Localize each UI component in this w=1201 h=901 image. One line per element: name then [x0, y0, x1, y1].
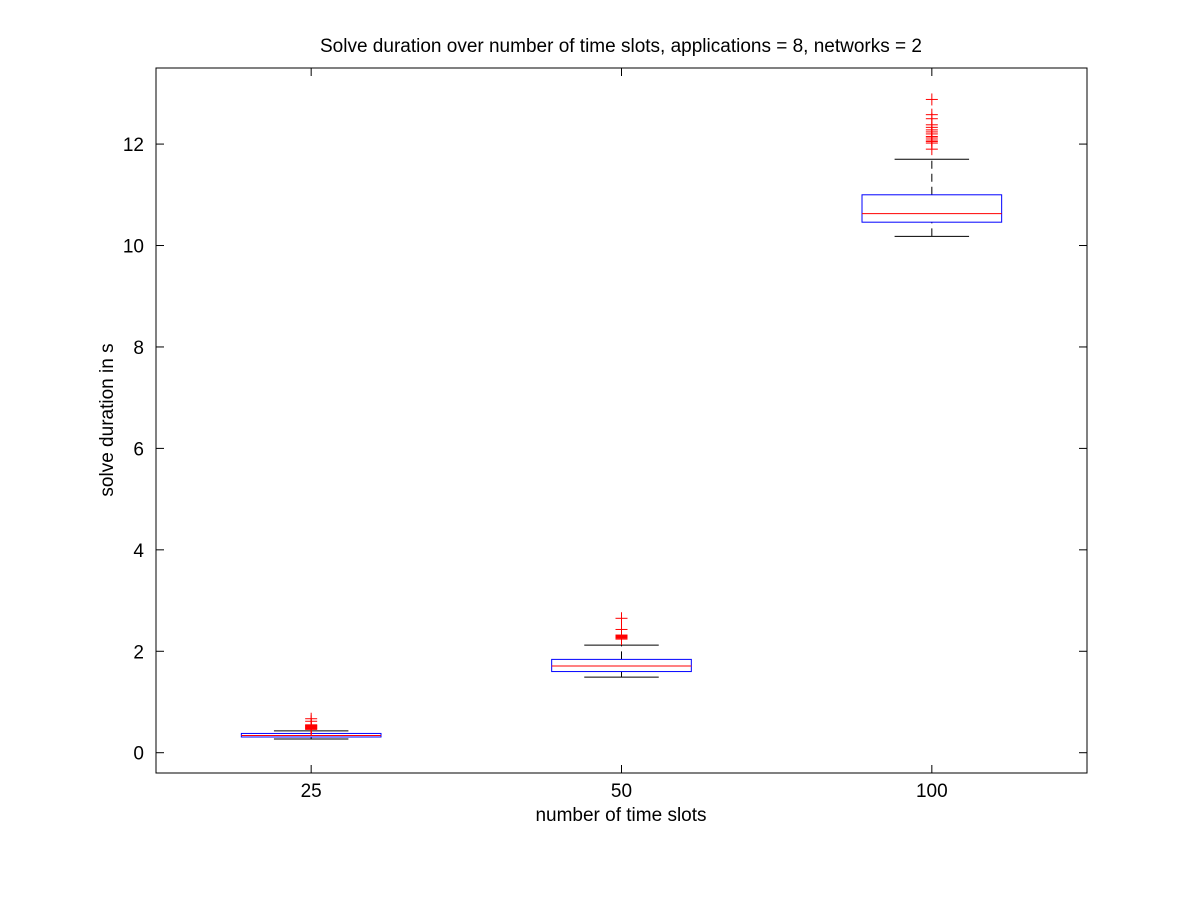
outlier-marker: [615, 623, 628, 636]
y-tick-label: 12: [123, 135, 144, 156]
box-50: [551, 612, 692, 678]
x-tick-label: 25: [301, 781, 322, 802]
chart-title: Solve duration over number of time slots…: [320, 36, 922, 57]
box-25: [240, 712, 382, 740]
y-tick-label: 6: [133, 439, 144, 460]
x-tick-label: 100: [916, 781, 948, 802]
y-axis-label: solve duration in s: [97, 343, 118, 496]
y-tick-label: 4: [133, 541, 144, 562]
x-tick-label: 50: [611, 781, 632, 802]
outlier-marker: [925, 108, 938, 121]
outlier-marker: [615, 612, 628, 625]
box-iqr: [551, 658, 692, 673]
outlier-marker: [305, 712, 318, 725]
box-100: [861, 93, 1003, 237]
y-axis: 0 2 4 6 8 10 12: [123, 135, 1087, 765]
boxes-group: [240, 93, 1003, 740]
box-iqr: [861, 194, 1003, 223]
x-axis-label: number of time slots: [535, 805, 706, 826]
plot-area-frame: [155, 67, 1088, 774]
x-axis: 25 50 100: [301, 68, 948, 802]
y-tick-label: 2: [133, 642, 144, 663]
y-tick-label: 10: [123, 237, 144, 258]
y-tick-label: 0: [133, 744, 144, 765]
outlier-marker: [925, 93, 938, 106]
y-tick-label: 8: [133, 338, 144, 359]
